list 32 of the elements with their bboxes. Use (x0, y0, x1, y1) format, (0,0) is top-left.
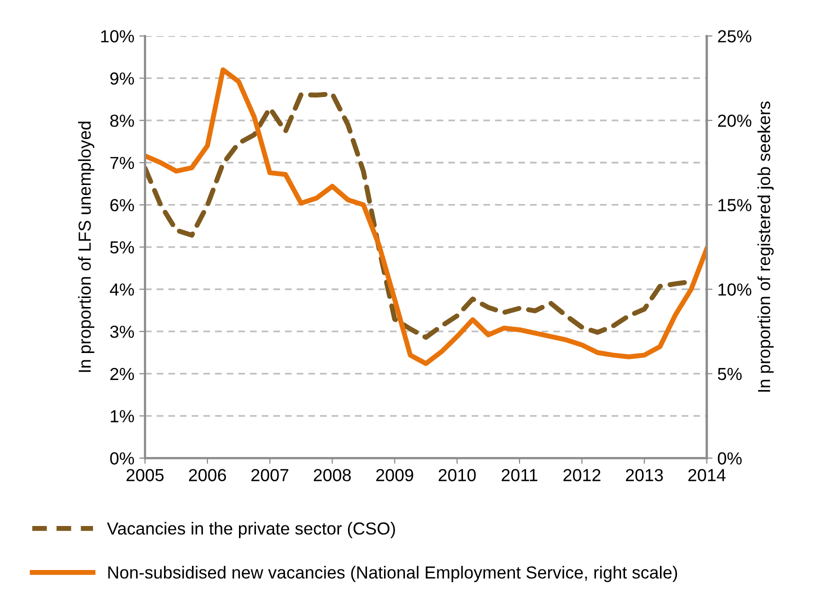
y-tick-label: 5% (110, 241, 134, 254)
x-tick-label: 2011 (502, 468, 538, 482)
y2-tick-label: 10% (718, 283, 752, 296)
legend-label: Non-subsidised new vacancies (National Employment Service, right scale) (108, 566, 678, 582)
y2-axis-title: In proportion of registered job seekers (757, 101, 774, 392)
y-tick-label: 9% (110, 72, 134, 85)
y-tick-label: 8% (110, 114, 134, 127)
x-tick-label: 2006 (188, 468, 226, 482)
x-tick-label: 2009 (376, 468, 414, 482)
x-tick-label: 2005 (126, 468, 164, 482)
x-tick-label: 2012 (563, 468, 600, 482)
y2-tick-label: 25% (718, 30, 752, 42)
y-tick-label: 6% (110, 199, 134, 212)
y2-tick-label: 15% (718, 199, 752, 212)
y-tick-label: 7% (110, 156, 134, 170)
x-tick-label: 2014 (688, 468, 726, 482)
y-tick-label: 10% (101, 30, 134, 42)
y2-tick-label: 0% (718, 452, 742, 465)
y2-tick-label: 5% (718, 368, 742, 380)
x-tick-label: 2007 (251, 468, 288, 482)
y-tick-label: 0% (110, 452, 134, 465)
line-series (145, 67, 707, 366)
legend-label: Vacancies in the private sector (CSO) (106, 522, 395, 538)
y-tick-label: 3% (110, 326, 134, 338)
y2-tick-label: 20% (718, 114, 752, 127)
y-tick-label: 1% (110, 410, 134, 422)
y-axis-title: In proportion of LFS unemployed (78, 122, 94, 372)
y-tick-label: 4% (110, 284, 134, 296)
x-tick-label: 2008 (314, 468, 351, 482)
x-tick-label: 2013 (626, 468, 663, 482)
y-tick-label: 2% (110, 368, 134, 380)
x-tick-label: 2010 (438, 468, 476, 482)
